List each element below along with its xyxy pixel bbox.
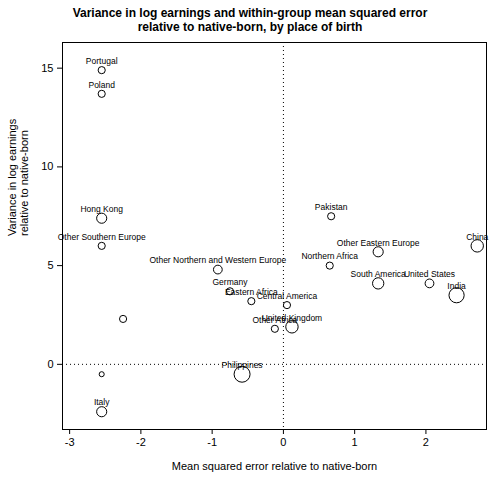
- html-text:Variance in log earnings and w: Variance in log earnings and within-grou…: [72, 6, 428, 20]
- svg-text:United Kingdom: United Kingdom: [262, 313, 322, 323]
- svg-text:Other Southern Europe: Other Southern Europe: [58, 232, 146, 242]
- svg-text:Poland: Poland: [88, 80, 115, 90]
- svg-text:0: 0: [280, 436, 286, 448]
- svg-text:United States: United States: [404, 269, 455, 279]
- svg-text:Variance in log earningsrelati: Variance in log earningsrelative to nati…: [6, 118, 30, 236]
- svg-text:-3: -3: [65, 436, 75, 448]
- svg-text:Northern Africa: Northern Africa: [301, 251, 358, 261]
- svg-text:Germany: Germany: [212, 277, 248, 287]
- svg-text:Portugal: Portugal: [86, 56, 118, 66]
- svg-text:5: 5: [47, 259, 53, 271]
- svg-text:Central America: Central America: [257, 291, 318, 301]
- svg-text:Philippines: Philippines: [222, 360, 263, 370]
- svg-text:Mean squared error relative to: Mean squared error relative to native-bo…: [172, 460, 377, 472]
- svg-text:Other Northern and Western Eur: Other Northern and Western Europe: [149, 255, 286, 265]
- svg-text:-1: -1: [207, 436, 217, 448]
- svg-text:Other Eastern Europe: Other Eastern Europe: [337, 238, 420, 248]
- svg-text:10: 10: [41, 160, 53, 172]
- svg-text:1: 1: [352, 436, 358, 448]
- svg-text:0: 0: [47, 358, 53, 370]
- html-text:relative to native-born, by pl: relative to native-born, by place of bir…: [137, 20, 363, 34]
- svg-text:South America: South America: [351, 269, 407, 279]
- svg-text:China: China: [466, 232, 488, 242]
- svg-text:Eastern Africa: Eastern Africa: [224, 286, 278, 297]
- svg-text:India: India: [447, 281, 466, 291]
- svg-text:Pakistan: Pakistan: [315, 202, 348, 212]
- svg-text:-2: -2: [136, 436, 146, 448]
- svg-text:2: 2: [423, 436, 429, 448]
- svg-text:Italy: Italy: [94, 397, 110, 407]
- svg-text:15: 15: [41, 62, 53, 74]
- svg-text:Hong Kong: Hong Kong: [80, 204, 123, 214]
